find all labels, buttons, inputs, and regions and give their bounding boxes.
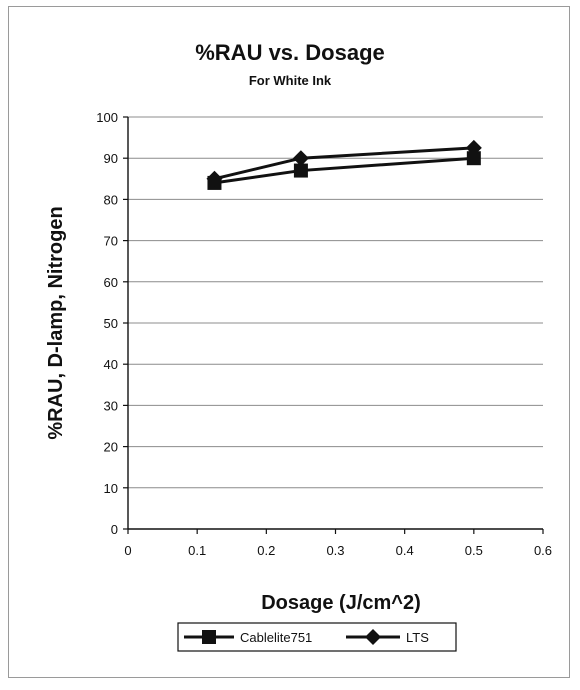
x-tick-label: 0.6 (534, 543, 552, 558)
data-point-cablelite751 (466, 151, 481, 166)
legend-label-lts: LTS (406, 630, 429, 645)
y-tick-label: 50 (104, 316, 118, 331)
series-line-lts (214, 146, 474, 181)
data-point-cablelite751 (293, 163, 308, 178)
series-lines (214, 146, 474, 185)
chart-frame (8, 6, 570, 678)
x-tick-label: 0.2 (257, 543, 275, 558)
y-tick-label: 10 (104, 481, 118, 496)
x-tick-label: 0 (124, 543, 131, 558)
legend: Cablelite751 LTS (177, 622, 457, 652)
grid-lines (128, 116, 543, 489)
y-tick-label: 20 (104, 440, 118, 455)
y-tick-label: 80 (104, 192, 118, 207)
axes (123, 116, 544, 534)
y-tick-label: 100 (96, 110, 118, 125)
legend-marker-cablelite751 (202, 630, 216, 644)
data-point-lts (465, 139, 482, 156)
y-tick-label: 90 (104, 151, 118, 166)
series-markers (206, 139, 482, 190)
x-tick-label: 0.4 (396, 543, 414, 558)
x-tick-label: 0.3 (326, 543, 344, 558)
legend-marker-lts (365, 629, 381, 645)
data-point-lts (206, 170, 223, 187)
y-tick-label: 0 (111, 522, 118, 537)
chart-title: %RAU vs. Dosage (195, 40, 385, 65)
y-tick-label: 40 (104, 357, 118, 372)
x-tick-label: 0.1 (188, 543, 206, 558)
tick-labels: 0 10 20 30 40 50 60 70 80 90 100 0 0.1 0.2 0.3 0.4 0.5 0.… (96, 110, 552, 558)
legend-label-cablelite751: Cablelite751 (240, 630, 312, 645)
y-axis-title: %RAU, D-lamp, Nitrogen (45, 206, 67, 439)
chart-subtitle: For White Ink (249, 73, 332, 88)
y-tick-label: 60 (104, 275, 118, 290)
y-tick-label: 30 (104, 398, 118, 413)
x-tick-label: 0.5 (465, 543, 483, 558)
data-point-lts (292, 150, 309, 167)
y-tick-label: 70 (104, 234, 118, 249)
x-axis-title: Dosage (J/cm^2) (261, 592, 421, 614)
